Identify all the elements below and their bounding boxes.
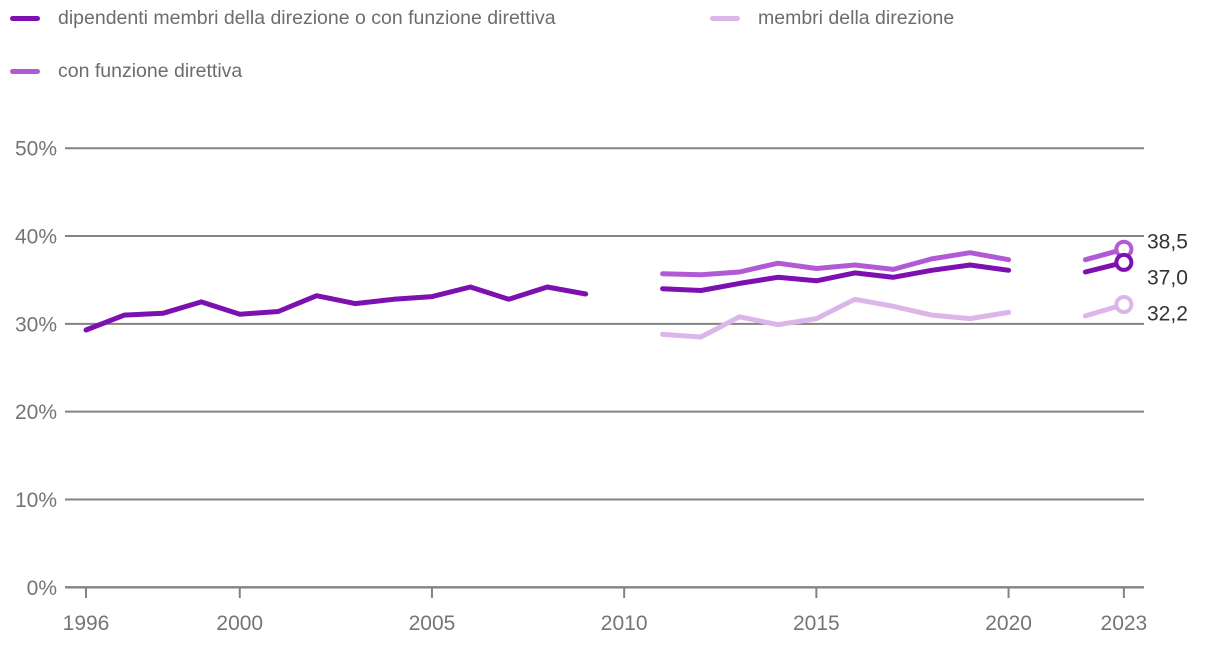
y-axis-tick-label: 50% [15, 138, 57, 161]
legend-label: dipendenti membri della direzione o con … [58, 7, 556, 29]
y-axis-tick-label: 40% [15, 226, 57, 249]
legend-item-membri-della-direzione[interactable]: membri della direzione [710, 6, 954, 30]
x-axis-tick-label: 2023 [1101, 612, 1148, 635]
y-axis-tick-label: 30% [15, 313, 57, 336]
series-line-2[interactable] [660, 250, 1012, 278]
series-line-0[interactable] [83, 284, 589, 333]
series-end-marker-0[interactable] [1114, 252, 1134, 272]
legend-label: con funzione direttiva [58, 60, 243, 82]
y-axis-tick-label: 0% [27, 577, 57, 600]
x-axis-tick-label: 2010 [601, 612, 648, 635]
y-axis-tick-label: 20% [15, 401, 57, 424]
legend-item-dipendenti-direzione-o-funzione-direttiva[interactable]: dipendenti membri della direzione o con … [10, 6, 556, 30]
legend-label: membri della direzione [758, 7, 955, 29]
end-value-label-0: 37,0 [1147, 267, 1188, 290]
legend-swatch-light-purple [710, 15, 740, 21]
x-axis-tick-label: 1996 [63, 612, 110, 635]
x-axis-tick-label: 2020 [985, 612, 1032, 635]
end-value-label-2: 38,5 [1147, 231, 1188, 254]
legend-item-con-funzione-direttiva[interactable]: con funzione direttiva [10, 59, 242, 83]
legend-swatch-medium-purple [10, 68, 40, 74]
x-axis-tick-label: 2000 [216, 612, 263, 635]
y-axis-tick-label: 10% [15, 489, 57, 512]
x-axis-tick-label: 2015 [793, 612, 840, 635]
legend-swatch-dark-purple [10, 15, 40, 21]
chart-legend: dipendenti membri della direzione o con … [0, 0, 1220, 100]
series-end-marker-1[interactable] [1114, 295, 1134, 315]
x-axis-tick-label: 2005 [409, 612, 456, 635]
series-line-1[interactable] [660, 296, 1012, 340]
series-line-0[interactable] [660, 262, 1012, 293]
end-value-label-1: 32,2 [1147, 303, 1188, 326]
